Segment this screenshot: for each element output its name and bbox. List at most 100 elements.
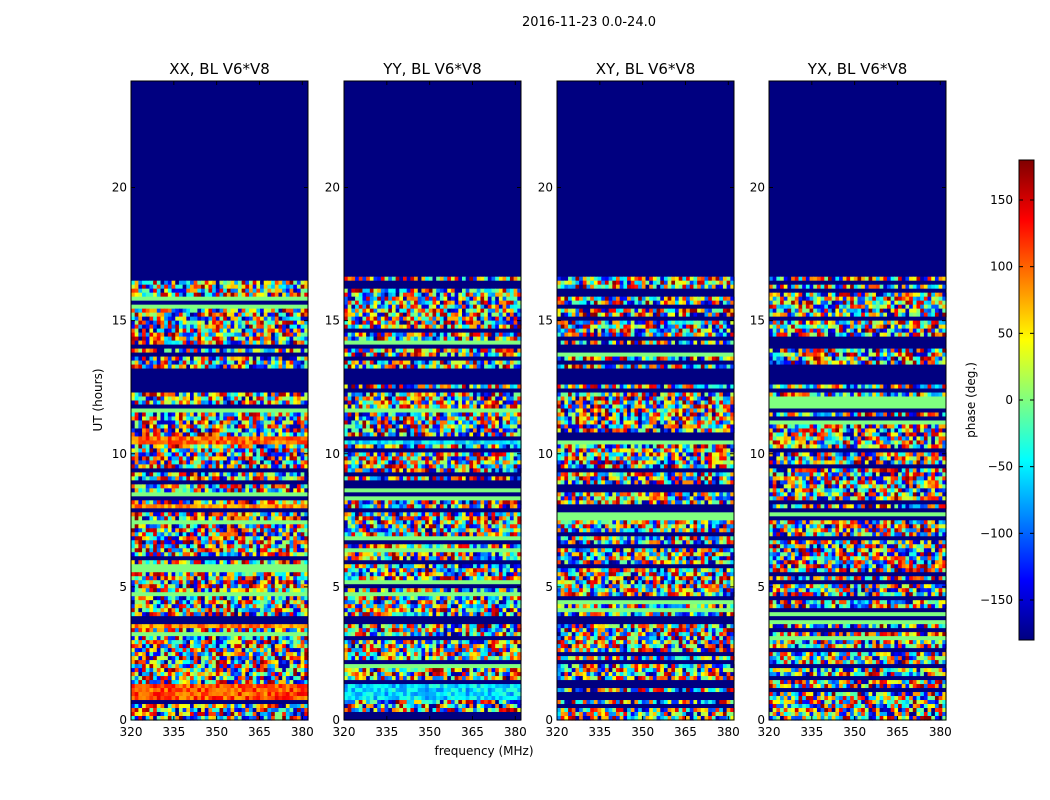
heatmap-cell	[256, 712, 261, 717]
heatmap-cell	[278, 612, 283, 617]
heatmap-cell	[197, 584, 202, 589]
heatmap-cell	[171, 516, 176, 521]
heatmap-cell	[175, 456, 180, 462]
heatmap-cell	[293, 284, 298, 290]
heatmap-cell	[171, 460, 176, 465]
heatmap-cell	[289, 572, 294, 577]
heatmap-cell	[204, 640, 210, 645]
heatmap-cell	[193, 504, 198, 509]
heatmap-cell	[293, 660, 298, 665]
heatmap-cell	[443, 288, 448, 294]
heatmap-cell	[178, 588, 184, 593]
heatmap-cell	[362, 316, 367, 322]
heatmap-cell	[237, 452, 243, 458]
heatmap-cell	[498, 320, 504, 326]
heatmap-cell	[153, 704, 158, 709]
heatmap-cell	[234, 712, 239, 717]
heatmap-cell	[388, 384, 393, 390]
heatmap-cell	[153, 528, 158, 533]
heatmap-cell	[502, 312, 507, 318]
heatmap-cell	[138, 560, 143, 565]
heatmap-cell	[271, 536, 276, 541]
heatmap-cell	[304, 412, 309, 418]
heatmap-cell	[204, 340, 210, 346]
heatmap-cell	[153, 656, 158, 661]
heatmap-cell	[274, 644, 280, 649]
heatmap-cell	[355, 336, 360, 342]
heatmap-cell	[267, 640, 272, 645]
heatmap-cell	[260, 604, 265, 609]
heatmap-cell	[230, 288, 235, 294]
heatmap-cell	[414, 320, 419, 326]
heatmap-cell	[403, 312, 408, 318]
heatmap-cell	[399, 276, 404, 282]
heatmap-cell	[513, 300, 518, 306]
heatmap-cell	[193, 656, 198, 661]
heatmap-cell	[219, 580, 224, 585]
heatmap-row	[131, 300, 308, 306]
heatmap-cell	[263, 544, 269, 549]
heatmap-cell	[480, 324, 485, 330]
heatmap-cell	[160, 288, 165, 294]
heatmap-cell	[226, 476, 232, 481]
heatmap-cell	[249, 500, 254, 505]
heatmap-cell	[204, 656, 210, 661]
heatmap-cell	[153, 716, 158, 721]
heatmap-cell	[289, 648, 294, 653]
heatmap-cell	[190, 364, 195, 370]
heatmap-cell	[296, 284, 302, 290]
heatmap-cell	[296, 628, 302, 633]
heatmap-cell	[208, 436, 213, 442]
heatmap-cell	[278, 600, 283, 605]
heatmap-cell	[469, 336, 474, 342]
heatmap-cell	[491, 316, 496, 322]
heatmap-cell	[201, 536, 206, 541]
heatmap-cell	[230, 424, 235, 430]
heatmap-cell	[175, 636, 180, 641]
heatmap-cell	[351, 352, 356, 358]
heatmap-cell	[178, 308, 184, 314]
heatmap-cell	[223, 432, 228, 438]
heatmap-cell	[454, 320, 459, 326]
heatmap-cell	[201, 656, 206, 661]
heatmap-cell	[193, 668, 198, 673]
heatmap-cell	[175, 532, 180, 537]
heatmap-cell	[182, 596, 187, 601]
heatmap-cell	[282, 516, 287, 521]
heatmap-cell	[164, 444, 169, 450]
heatmap-cell	[252, 688, 257, 693]
heatmap-cell	[182, 316, 187, 322]
heatmap-cell	[245, 356, 250, 362]
heatmap-cell	[237, 672, 243, 677]
heatmap-cell	[278, 436, 283, 442]
heatmap-cell	[223, 460, 228, 465]
heatmap-cell	[149, 328, 154, 334]
heatmap-cell	[282, 316, 287, 322]
heatmap-cell	[208, 652, 213, 657]
heatmap-cell	[267, 672, 272, 677]
heatmap-cell	[256, 280, 261, 286]
heatmap-cell	[300, 460, 305, 465]
heatmap-cell	[208, 640, 213, 645]
heatmap-cell	[300, 612, 305, 617]
heatmap-cell	[421, 336, 426, 342]
heatmap-cell	[190, 680, 195, 685]
heatmap-cell	[304, 448, 309, 454]
heatmap-cell	[160, 672, 165, 677]
heatmap-cell	[274, 348, 280, 354]
heatmap-cell	[285, 660, 291, 665]
heatmap-cell	[167, 504, 173, 509]
heatmap-cell	[267, 588, 272, 593]
heatmap-cell	[296, 364, 302, 370]
heatmap-cell	[245, 336, 250, 342]
heatmap-cell	[186, 432, 191, 438]
heatmap-cells	[131, 81, 309, 721]
heatmap-cell	[167, 516, 173, 521]
heatmap-cell	[465, 364, 470, 370]
heatmap-cell	[204, 512, 210, 517]
heatmap-cell	[156, 348, 162, 354]
heatmap-cell	[204, 628, 210, 633]
heatmap-cell	[296, 648, 302, 653]
heatmap-cell	[384, 324, 389, 330]
heatmap-cell	[271, 324, 276, 330]
